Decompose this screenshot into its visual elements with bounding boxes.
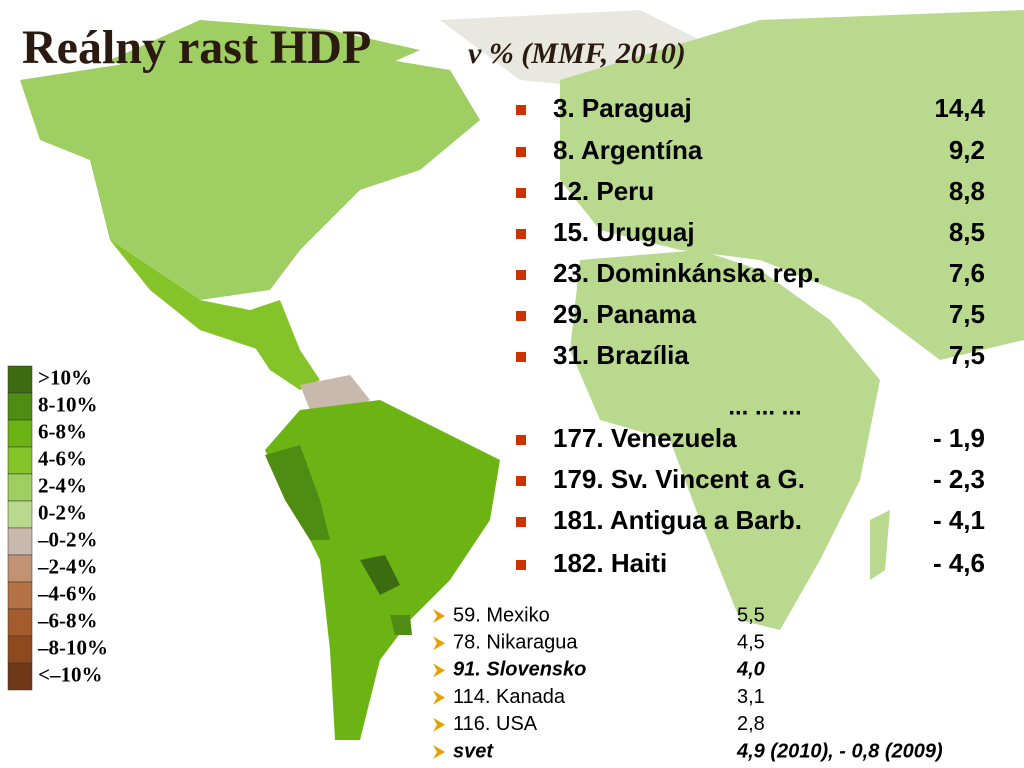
legend-swatch — [7, 365, 33, 394]
north-america — [20, 50, 480, 300]
rank-value: 7,6 — [949, 258, 985, 288]
ranking-list: 3. Paraguaj 14,4 8. Argentína 9,2 12. Peru 8,… — [516, 93, 986, 578]
rank-label: 23. Dominkánska rep. — [553, 258, 820, 288]
secondary-value: 3,1 — [737, 686, 765, 708]
arrow-bullet — [433, 609, 445, 623]
rank-label: 29. Panama — [553, 299, 697, 329]
rank-value: - 4,1 — [933, 505, 985, 535]
legend-label: –6-8% — [37, 608, 98, 632]
secondary-label: 78. Nikaragua — [453, 631, 578, 653]
bullet — [516, 352, 526, 362]
rank-value: 9,2 — [949, 135, 985, 165]
rank-label: 8. Argentína — [553, 135, 703, 165]
secondary-value: 4,9 (2010), - 0,8 (2009) — [736, 740, 943, 762]
rank-value: 7,5 — [949, 340, 985, 370]
rank-value: - 1,9 — [933, 423, 985, 453]
secondary-value: 4,5 — [737, 631, 765, 653]
legend-label: –2-4% — [37, 554, 98, 578]
rank-value: 8,8 — [949, 176, 985, 206]
secondary-label: 116. USA — [453, 713, 538, 735]
title: Reálny rast HDP — [22, 21, 371, 74]
legend-label: –4-6% — [37, 581, 98, 605]
subtitle: v % (MMF, 2010) — [468, 37, 686, 70]
bullet — [516, 517, 526, 527]
legend-swatch — [7, 527, 33, 556]
paraguay — [360, 555, 400, 595]
secondary-list: 59. Mexiko 5,5 78. Nikaragua 4,5 91. Slovens… — [433, 604, 943, 762]
rank-label: 182. Haiti — [553, 548, 667, 578]
arrow-bullet — [433, 663, 445, 678]
legend-label: 6-8% — [38, 419, 87, 443]
arrow-bullet — [433, 690, 445, 705]
legend-swatch — [7, 392, 33, 421]
peru — [265, 445, 330, 540]
arrow-bullet — [433, 717, 445, 732]
bullet — [516, 270, 526, 280]
rank-label: 15. Uruguaj — [553, 217, 695, 247]
arrow-bullet — [433, 636, 445, 651]
legend-label: >10% — [38, 365, 92, 389]
rank-value: - 4,6 — [933, 548, 985, 578]
secondary-value: 4,0 — [736, 659, 765, 681]
legend-swatch — [7, 500, 33, 529]
legend-label: 8-10% — [38, 392, 98, 416]
secondary-value: 2,8 — [737, 713, 765, 735]
legend-swatch — [7, 419, 33, 448]
mexico — [110, 240, 300, 350]
secondary-label: svet — [453, 740, 494, 762]
bullet — [516, 560, 526, 570]
rank-label: 181. Antigua a Barb. — [553, 505, 802, 535]
uruguay — [390, 615, 412, 635]
bullet — [516, 147, 526, 157]
bullet — [516, 105, 526, 115]
legend: >10% 8-10% 6-8% 4-6% 2-4% 0-2% –0-2% –2-4% –4-6%… — [7, 365, 108, 691]
rank-value: 14,4 — [934, 93, 985, 123]
legend-swatch — [7, 554, 33, 583]
central-america — [250, 340, 320, 390]
legend-swatch — [7, 635, 33, 664]
rank-label: 31. Brazília — [553, 340, 689, 370]
secondary-label: 114. Kanada — [453, 686, 566, 708]
legend-label: 2-4% — [38, 473, 87, 497]
map — [20, 10, 1024, 740]
rank-label: 12. Peru — [553, 176, 654, 206]
rank-value: 8,5 — [949, 217, 985, 247]
bullet — [516, 476, 526, 486]
secondary-label: 59. Mexiko — [453, 604, 550, 626]
rank-label: 179. Sv. Vincent a G. — [553, 464, 805, 494]
legend-swatch — [7, 581, 33, 610]
rank-value: - 2,3 — [933, 464, 985, 494]
legend-label: –0-2% — [37, 527, 98, 551]
secondary-value: 5,5 — [737, 604, 765, 626]
legend-swatch — [7, 608, 33, 637]
bullet — [516, 188, 526, 198]
madagascar — [870, 510, 890, 580]
legend-swatch — [7, 473, 33, 502]
eurasia — [560, 10, 1024, 360]
rank-label: 177. Venezuela — [553, 423, 737, 453]
legend-label: <–10% — [38, 662, 102, 686]
legend-swatch — [7, 662, 33, 691]
rank-label: 3. Paraguaj — [553, 93, 692, 123]
bullet — [516, 311, 526, 321]
rank-value: 7,5 — [949, 299, 985, 329]
legend-label: 0-2% — [38, 500, 87, 524]
africa — [570, 250, 880, 630]
bullet — [516, 435, 526, 445]
legend-label: –8-10% — [37, 635, 108, 659]
arrow-bullet — [433, 745, 445, 759]
ellipsis: ... ... ... — [728, 393, 801, 420]
legend-swatch — [7, 446, 33, 475]
secondary-label: 91. Slovensko — [453, 659, 586, 681]
bullet — [516, 229, 526, 239]
legend-label: 4-6% — [38, 446, 87, 470]
canada-north — [110, 20, 420, 100]
